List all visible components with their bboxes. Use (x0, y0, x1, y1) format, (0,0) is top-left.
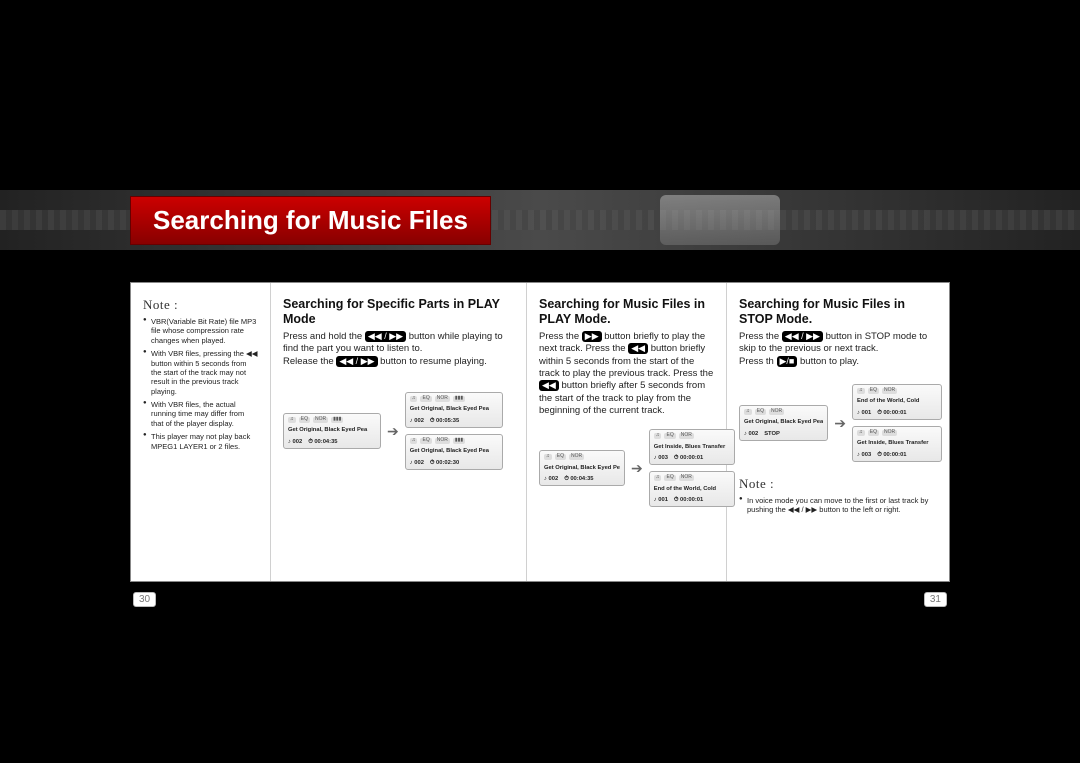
lcd-title: End of the World, Cold (654, 486, 730, 492)
lcd-track: ♪ 003 (857, 452, 871, 458)
lcd-title: Get Inside, Blues Transfer (857, 440, 937, 446)
lcd-track: ♪ 002 (410, 460, 424, 466)
lcd-title: Get Inside, Blues Transfer (654, 444, 730, 450)
note-bullet: With VBR files, the actual running time … (143, 400, 258, 428)
lcd-time: ⏱ 00:05:35 (430, 418, 459, 424)
fwd-icon: ▶▶ (582, 331, 602, 342)
lcd-screen: ♫EQNOR Get Inside, Blues Transfer ♪ 003⏱… (852, 426, 942, 462)
lcd-title: Get Original, Black Eyed Pea (288, 427, 376, 433)
lcd-track: ♪ 001 (654, 497, 668, 503)
lcd-screen: ♫EQNOR End of the World, Cold ♪ 001⏱ 00:… (649, 471, 735, 507)
lcd-track: ♪ 002 (410, 418, 424, 424)
body-text: Press the ▶▶ button briefly to play the … (539, 331, 714, 417)
lcd-screen: ♫EQNOR▮▮▮ Get Original, Black Eyed Pea ♪… (405, 392, 503, 428)
note-bullet: VBR(Variable Bit Rate) file MP3 file who… (143, 317, 258, 345)
lcd-title: Get Original, Black Eyed Pea (544, 465, 620, 471)
lcd-time: ⏱ 00:00:01 (674, 455, 703, 461)
section-heading: Searching for Specific Parts in PLAY Mod… (283, 297, 514, 327)
lcd-screen: ♫EQNOR End of the World, Cold ♪ 001⏱ 00:… (852, 384, 942, 420)
left-note-column: Note : VBR(Variable Bit Rate) file MP3 f… (131, 283, 271, 581)
note-bullet: With VBR files, pressing the ◀◀ button w… (143, 349, 258, 396)
lcd-track: ♪ 002 (544, 476, 558, 482)
lcd-title: Get Original, Black Eyed Pea (410, 448, 498, 454)
lcd-screen: ♫EQNOR▮▮▮ Get Original, Black Eyed Pea ♪… (283, 413, 381, 449)
lcd-group: ♫EQNOR▮▮▮ Get Original, Black Eyed Pea ♪… (283, 392, 514, 470)
section-play-parts: Searching for Specific Parts in PLAY Mod… (271, 283, 527, 581)
txt: Press and hold the (283, 331, 365, 342)
lcd-screen: ♫EQNOR Get Original, Black Eyed Pea ♪ 00… (539, 450, 625, 486)
page-title: Searching for Music Files (130, 196, 491, 245)
rewfwd-icon: ◀◀ / ▶▶ (782, 331, 823, 342)
rewfwd-icon: ◀◀ / ▶▶ (365, 331, 406, 342)
lcd-screen: ♫EQNOR▮▮▮ Get Original, Black Eyed Pea ♪… (405, 434, 503, 470)
lcd-track: ♪ 002 (744, 431, 758, 437)
txt: Release the (283, 356, 336, 367)
lcd-group: ♫EQNOR Get Original, Black Eyed Pea ♪ 00… (739, 384, 935, 462)
arrow-icon: ➔ (631, 460, 643, 477)
note-heading: Note : (143, 297, 258, 313)
note-bullet: This player may not play back MPEG1 LAYE… (143, 432, 258, 451)
lcd-screen: ♫EQNOR Get Original, Black Eyed Pea ♪ 00… (739, 405, 828, 441)
lcd-time: ⏱ 00:00:01 (674, 497, 703, 503)
lcd-time: ⏱ 00:04:35 (308, 439, 337, 445)
manual-spread: Note : VBR(Variable Bit Rate) file MP3 f… (130, 282, 950, 582)
txt: button to play. (800, 356, 859, 367)
rewfwd-icon: ◀◀ / ▶▶ (336, 356, 377, 367)
txt: button briefly after 5 seconds from the … (539, 380, 705, 416)
page-number-right: 31 (924, 592, 947, 607)
lcd-track: ♪ 002 (288, 439, 302, 445)
lcd-title: Get Original, Black Eyed Pea (744, 419, 823, 425)
txt: button to resume playing. (380, 356, 487, 367)
lcd-time: ⏱ 00:04:35 (564, 476, 593, 482)
txt: Press th (739, 356, 777, 367)
title-banner: Searching for Music Files (0, 190, 1080, 250)
lcd-track: ♪ 001 (857, 410, 871, 416)
arrow-icon: ➔ (387, 423, 399, 440)
playstop-icon: ▶/■ (777, 356, 798, 367)
lcd-time: ⏱ 00:00:01 (877, 410, 906, 416)
lcd-title: End of the World, Cold (857, 398, 937, 404)
rew-icon: ◀◀ (628, 343, 648, 354)
section-heading: Searching for Music Files in STOP Mode. (739, 297, 935, 327)
lcd-track: ♪ 003 (654, 455, 668, 461)
lcd-title: Get Original, Black Eyed Pea (410, 406, 498, 412)
right-note: Note : In voice mode you can move to the… (739, 476, 935, 515)
body-text: Press and hold the ◀◀ / ▶▶ button while … (283, 331, 514, 368)
device-illustration (660, 195, 780, 245)
section-play-files: Searching for Music Files in PLAY Mode. … (527, 283, 727, 581)
lcd-time: ⏱ 00:02:30 (430, 460, 459, 466)
lcd-time: ⏱ 00:00:01 (877, 452, 906, 458)
txt: Press the (739, 331, 782, 342)
note-heading: Note : (739, 476, 935, 492)
lcd-group: ♫EQNOR Get Original, Black Eyed Pea ♪ 00… (539, 429, 714, 507)
note-bullet: In voice mode you can move to the first … (739, 496, 935, 515)
section-heading: Searching for Music Files in PLAY Mode. (539, 297, 714, 327)
lcd-time: STOP (764, 431, 780, 437)
page-number-left: 30 (133, 592, 156, 607)
arrow-icon: ➔ (834, 415, 846, 432)
section-stop: Searching for Music Files in STOP Mode. … (727, 283, 947, 581)
rew-icon: ◀◀ (539, 380, 559, 391)
body-text: Press the ◀◀ / ▶▶ button in STOP mode to… (739, 331, 935, 368)
txt: Press the (539, 331, 582, 342)
lcd-screen: ♫EQNOR Get Inside, Blues Transfer ♪ 003⏱… (649, 429, 735, 465)
